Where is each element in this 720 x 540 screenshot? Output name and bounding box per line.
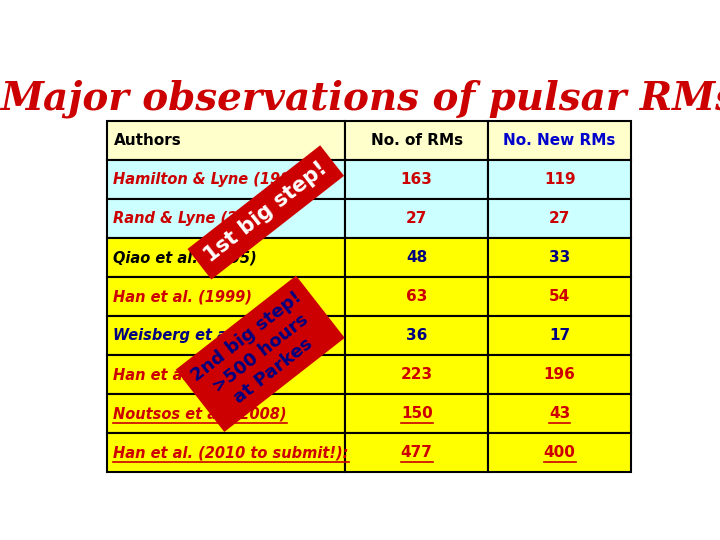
FancyBboxPatch shape (107, 160, 346, 199)
FancyBboxPatch shape (346, 121, 488, 160)
Text: 33: 33 (549, 250, 570, 265)
FancyBboxPatch shape (346, 355, 488, 394)
Text: 43: 43 (549, 406, 570, 421)
FancyBboxPatch shape (107, 433, 346, 472)
Text: 27: 27 (406, 211, 428, 226)
FancyBboxPatch shape (488, 316, 631, 355)
Text: Han et al. (1999): Han et al. (1999) (114, 289, 252, 304)
Text: Authors: Authors (114, 133, 181, 148)
Text: 17: 17 (549, 328, 570, 343)
Text: 63: 63 (406, 289, 428, 304)
FancyBboxPatch shape (488, 238, 631, 277)
FancyBboxPatch shape (488, 199, 631, 238)
FancyBboxPatch shape (488, 277, 631, 316)
Text: 400: 400 (544, 446, 575, 460)
FancyBboxPatch shape (107, 199, 346, 238)
FancyBboxPatch shape (107, 121, 346, 160)
FancyBboxPatch shape (488, 121, 631, 160)
FancyBboxPatch shape (107, 394, 346, 433)
FancyBboxPatch shape (107, 238, 346, 277)
Text: 119: 119 (544, 172, 575, 187)
Text: Rand & Lyne (2004):: Rand & Lyne (2004): (114, 211, 281, 226)
FancyBboxPatch shape (488, 355, 631, 394)
FancyBboxPatch shape (488, 160, 631, 199)
Text: Noutsos et al. (2008): Noutsos et al. (2008) (114, 406, 287, 421)
Text: 2nd big step!
>500 hours
at Parkes: 2nd big step! >500 hours at Parkes (189, 288, 332, 419)
Text: 1st big step!: 1st big step! (201, 158, 331, 266)
Text: No. of RMs: No. of RMs (371, 133, 463, 148)
FancyBboxPatch shape (346, 277, 488, 316)
Text: 36: 36 (406, 328, 428, 343)
Text: 48: 48 (406, 250, 428, 265)
Text: Hamilton & Lyne (1987): Hamilton & Lyne (1987) (114, 172, 307, 187)
Text: 196: 196 (544, 367, 575, 382)
Text: Han et al. (2006):: Han et al. (2006): (114, 367, 258, 382)
Text: Major observations of pulsar RMs: Major observations of pulsar RMs (1, 79, 720, 118)
Text: 54: 54 (549, 289, 570, 304)
FancyBboxPatch shape (488, 394, 631, 433)
FancyBboxPatch shape (346, 160, 488, 199)
FancyBboxPatch shape (346, 316, 488, 355)
Text: No. New RMs: No. New RMs (503, 133, 616, 148)
FancyBboxPatch shape (346, 238, 488, 277)
FancyBboxPatch shape (488, 433, 631, 472)
FancyBboxPatch shape (346, 394, 488, 433)
Text: 163: 163 (401, 172, 433, 187)
FancyBboxPatch shape (346, 433, 488, 472)
Text: 150: 150 (401, 406, 433, 421)
FancyBboxPatch shape (107, 277, 346, 316)
FancyBboxPatch shape (107, 355, 346, 394)
FancyBboxPatch shape (107, 316, 346, 355)
Text: 477: 477 (401, 446, 433, 460)
FancyBboxPatch shape (346, 199, 488, 238)
Text: Qiao et al. (1995): Qiao et al. (1995) (114, 250, 257, 265)
Text: Weisberg et al. (2003): Weisberg et al. (2003) (114, 328, 297, 343)
Text: 223: 223 (400, 367, 433, 382)
Text: Han et al. (2010 to submit!):: Han et al. (2010 to submit!): (114, 446, 349, 460)
Text: 27: 27 (549, 211, 570, 226)
